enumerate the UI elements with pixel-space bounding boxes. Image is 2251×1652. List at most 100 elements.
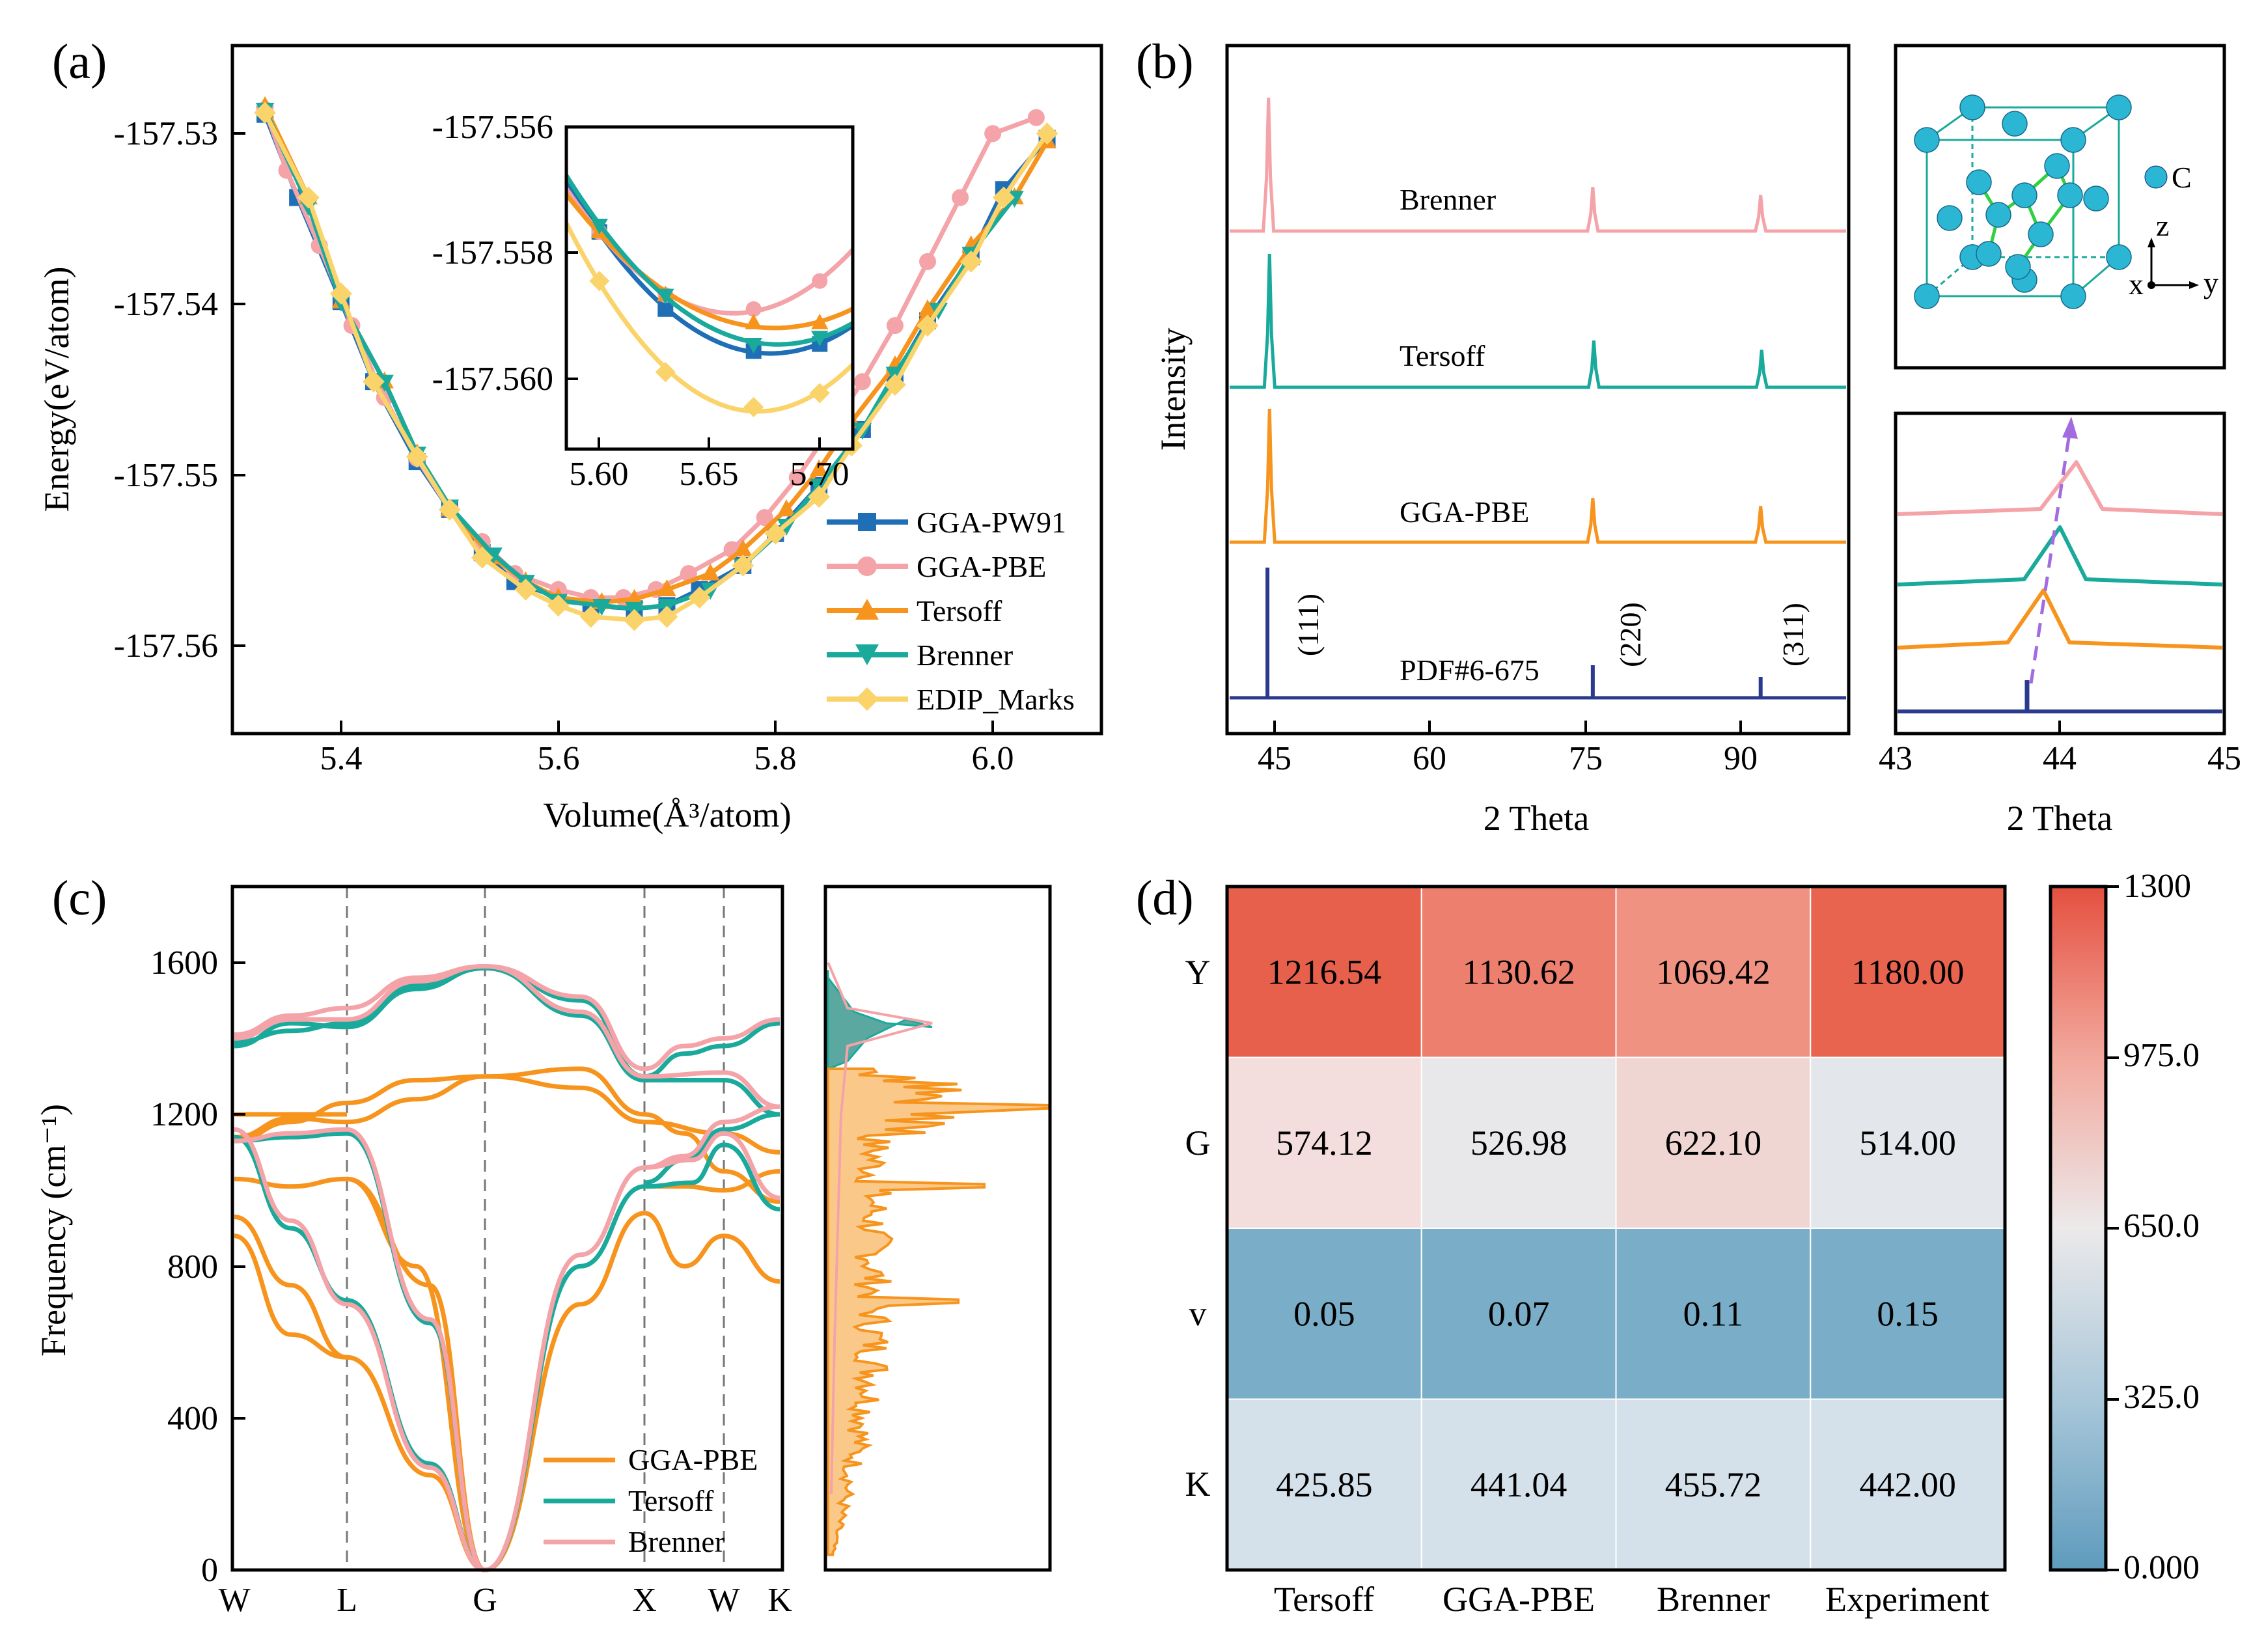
carbon-atom — [2002, 111, 2028, 137]
data-point — [734, 539, 753, 557]
triad-x-label: x — [2129, 268, 2144, 301]
carbon-atom — [2057, 182, 2083, 208]
data-point — [484, 547, 503, 565]
dos-plot — [827, 961, 1051, 1556]
colorbar-tick-label: 1300 — [2123, 868, 2191, 905]
phonon-band-brenner — [234, 1127, 486, 1573]
data-point — [884, 374, 906, 396]
data-point — [406, 445, 428, 468]
inset-line-edip_marks — [564, 222, 855, 414]
panel-c-frame — [230, 885, 784, 1572]
zoom-frame — [1894, 411, 2226, 736]
heatmap-cell-value: 1069.42 — [1656, 952, 1771, 991]
data-point — [764, 522, 787, 545]
zoom-xlabel: 2 Theta — [2007, 799, 2112, 838]
inset-point — [811, 313, 829, 329]
data-point — [919, 253, 936, 270]
colorbar-gradient — [2051, 887, 2106, 1570]
inset-point — [809, 383, 830, 404]
heatmap-cell-value: 526.98 — [1471, 1123, 1567, 1163]
carbon-atom — [1976, 241, 2002, 267]
inset-point — [811, 331, 829, 347]
phonon-band-gga-pbe — [234, 1215, 348, 1360]
peak-shift-arrow — [2029, 429, 2072, 684]
data-point — [992, 186, 1015, 209]
heatmap-frame — [1225, 885, 2007, 1572]
carbon-atom — [1959, 94, 1985, 120]
b-xlabel: 2 Theta — [1484, 799, 1589, 838]
a-xtick-label: 5.8 — [754, 740, 797, 777]
data-point — [547, 594, 570, 617]
phonon-band-brenner — [644, 1104, 780, 1170]
inset-point — [745, 337, 762, 353]
zoom-xtick-label: 43 — [1879, 740, 1913, 777]
kpoint-label: X — [632, 1582, 657, 1619]
panel-c-series — [234, 887, 780, 1573]
carbon-atom — [2005, 254, 2031, 280]
c-ylabel: Frequency (cm⁻¹) — [34, 1104, 73, 1356]
a-xtick-label: 5.4 — [320, 740, 363, 777]
heatmap-cell-value: 442.00 — [1859, 1465, 1956, 1504]
heatmap: 1216.54 1130.62 1069.42 1180.00 574.12 526.98… — [1226, 886, 2006, 1571]
phonon-band-gga-pbe — [346, 1176, 780, 1573]
zoom-xtick-label: 45 — [2207, 740, 2241, 777]
inset-point — [655, 362, 676, 383]
carbon-atom — [1966, 169, 1992, 195]
panel-b: 45 60 75 90 2 Theta Intensity Brenner Te… — [1153, 44, 2241, 838]
panel-b-xticks: 45 60 75 90 — [1258, 721, 1758, 777]
data-point — [657, 579, 676, 597]
data-point — [363, 370, 385, 393]
phonon-band-brenner — [234, 963, 780, 1071]
data-point — [471, 546, 493, 569]
heatmap-cell-value: 1130.62 — [1462, 952, 1575, 991]
c-ytick-label: 400 — [167, 1400, 218, 1437]
c-ytick-label: 1200 — [150, 1096, 218, 1133]
panel-a: 5.4 5.6 5.8 6.0 -157.53 -157.54 -157.55 … — [37, 44, 1103, 834]
atom-legend-label: C — [2172, 161, 2192, 194]
carbon-atom — [2060, 283, 2086, 309]
triad-z-label: z — [2156, 209, 2169, 242]
heatmap-cell-value: 0.05 — [1293, 1294, 1355, 1333]
data-point — [853, 373, 871, 391]
heatmap-cell — [1810, 886, 2006, 1058]
colorbar-tick-label: 650.0 — [2123, 1207, 2200, 1245]
heatmap-cell-value: 441.04 — [1471, 1465, 1567, 1504]
inset-point — [745, 301, 762, 317]
carbon-atom — [2106, 94, 2132, 120]
panel-a-frame — [230, 44, 1103, 736]
panel-d: 1216.54 1130.62 1069.42 1180.00 574.12 526.98… — [1185, 868, 2200, 1619]
legend-marker — [855, 644, 879, 665]
inset-xtick-label: 5.70 — [790, 456, 849, 493]
dos-gga-pbe — [827, 1067, 1051, 1556]
a-legend: GGA-PW91 GGA-PBE Tersoff Brenner EDIP_Ma… — [827, 506, 1075, 716]
panel-c-label: (c) — [52, 871, 107, 926]
column-label: Brenner — [1657, 1580, 1770, 1619]
heatmap-cell-value: 574.12 — [1276, 1123, 1373, 1163]
kpoint-label: W — [708, 1582, 739, 1619]
a-ytick-label: -157.54 — [114, 286, 218, 323]
heatmap-cell — [1420, 1056, 1617, 1229]
inset-xtick-label: 5.65 — [680, 456, 739, 493]
legend-marker — [857, 557, 877, 576]
kpoint-label: L — [337, 1582, 357, 1619]
inset-line-brenner — [564, 174, 854, 347]
heatmap-cell-value: 0.07 — [1488, 1294, 1550, 1333]
heatmap-cell-value: 455.72 — [1665, 1465, 1762, 1504]
a-ytick-label: -157.53 — [114, 115, 218, 152]
carbon-atom — [2060, 127, 2086, 153]
data-point — [952, 189, 969, 206]
heatmap-cell — [1810, 1228, 2006, 1400]
b-annotation-220: (220) — [1614, 602, 1647, 667]
phonon-band-brenner — [484, 1131, 780, 1573]
a-ylabel: Energy(eV/atom) — [37, 267, 76, 512]
inset-ytick-label: -157.560 — [432, 361, 553, 398]
legend-entry: GGA-PBE — [917, 550, 1046, 583]
data-point — [777, 499, 796, 517]
a-xtick-label: 5.6 — [538, 740, 580, 777]
c-ytick-label: 800 — [167, 1248, 218, 1286]
panel-a-series — [254, 96, 1058, 631]
legend-marker — [855, 599, 879, 620]
carbon-atom — [2044, 153, 2070, 179]
legend-marker — [855, 687, 879, 711]
kpoint-label: W — [218, 1582, 250, 1619]
